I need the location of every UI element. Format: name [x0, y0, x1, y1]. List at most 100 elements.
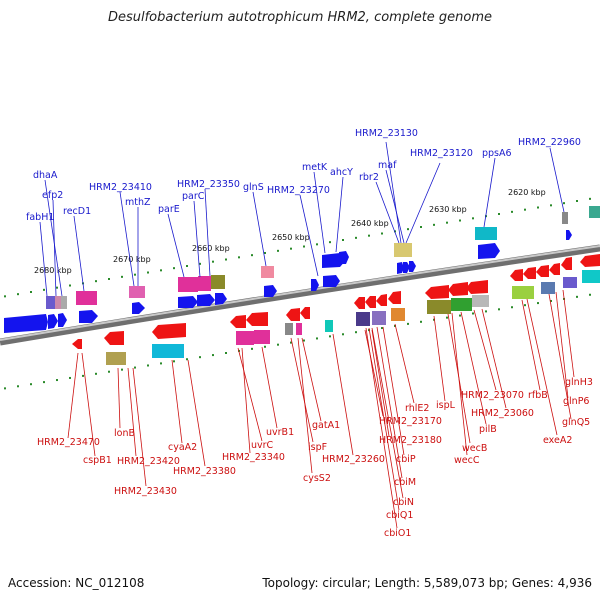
- gene-label[interactable]: pilB: [479, 424, 497, 435]
- reverse-gene[interactable]: [152, 323, 186, 339]
- gene-label[interactable]: HRM2_23060: [471, 408, 534, 419]
- gene-label[interactable]: HRM2_23380: [173, 466, 236, 477]
- gene-label[interactable]: rhlE2: [405, 403, 429, 414]
- reverse-gene[interactable]: [365, 296, 376, 308]
- gene-label[interactable]: HRM2_23270: [267, 185, 330, 196]
- gene-label[interactable]: HRM2_23470: [37, 437, 100, 448]
- reverse-gene[interactable]: [354, 297, 365, 309]
- gene-label[interactable]: cbiO1: [384, 528, 411, 539]
- forward-gene[interactable]: [197, 294, 215, 306]
- track-dot: [355, 236, 357, 239]
- gene-label[interactable]: ahcY: [330, 167, 353, 178]
- gene-label[interactable]: glnP6: [563, 396, 589, 407]
- gene-label[interactable]: wecB: [462, 443, 487, 454]
- forward-gene[interactable]: [323, 275, 340, 287]
- gene-label[interactable]: HRM2_23260: [322, 454, 385, 465]
- gene-label[interactable]: rbr2: [359, 172, 379, 183]
- forward-gene[interactable]: [178, 296, 198, 308]
- reverse-gene[interactable]: [549, 263, 560, 275]
- gene-label[interactable]: HRM2_23070: [461, 390, 524, 401]
- gene-label[interactable]: lonB: [114, 428, 135, 439]
- gene-label[interactable]: gatA1: [312, 420, 340, 431]
- gene-label[interactable]: uvrB1: [266, 427, 294, 438]
- reverse-gene[interactable]: [536, 265, 549, 277]
- forward-gene[interactable]: [48, 314, 58, 329]
- forward-gene[interactable]: [339, 251, 349, 264]
- reverse-gene[interactable]: [72, 339, 82, 349]
- gene-label[interactable]: glnQ5: [562, 417, 590, 428]
- gene-label[interactable]: HRM2_23410: [89, 182, 152, 193]
- gene-label[interactable]: glnS: [243, 182, 264, 193]
- forward-gene[interactable]: [403, 262, 410, 273]
- reverse-gene[interactable]: [523, 267, 536, 279]
- gene-label[interactable]: uvrC: [251, 440, 274, 451]
- forward-gene[interactable]: [58, 313, 67, 327]
- reverse-gene[interactable]: [561, 257, 572, 270]
- gene-label[interactable]: HRM2_23130: [355, 128, 418, 139]
- reverse-gene[interactable]: [388, 291, 401, 304]
- reverse-gene[interactable]: [448, 282, 468, 296]
- gene-label[interactable]: HRM2_22960: [518, 137, 581, 148]
- gene-label[interactable]: parE: [158, 204, 180, 215]
- gene-label[interactable]: cbiQ1: [386, 510, 413, 521]
- gene-label[interactable]: HRM2_23120: [410, 148, 473, 159]
- reverse-gene[interactable]: [246, 312, 268, 326]
- gene-label[interactable]: exeA2: [543, 435, 572, 446]
- reverse-gene[interactable]: [376, 294, 387, 306]
- forward-gene[interactable]: [215, 293, 227, 305]
- gene-label[interactable]: mthZ: [125, 197, 151, 208]
- forward-gene[interactable]: [264, 285, 277, 297]
- accession-label: Accession: NC_012108: [8, 576, 145, 590]
- gene-label[interactable]: ppsA6: [482, 148, 512, 159]
- gene-label[interactable]: cbiP: [396, 454, 416, 465]
- gene-label[interactable]: metK: [302, 162, 328, 173]
- reverse-gene[interactable]: [230, 315, 246, 328]
- gene-label[interactable]: HRM2_23180: [379, 435, 442, 446]
- forward-gene[interactable]: [409, 261, 416, 272]
- gene-label[interactable]: glnH3: [565, 377, 593, 388]
- gene-label[interactable]: HRM2_23340: [222, 452, 285, 463]
- track-dot: [472, 217, 474, 220]
- reverse-gene[interactable]: [466, 280, 488, 294]
- gene-label[interactable]: ispL: [436, 400, 456, 411]
- forward-gene[interactable]: [397, 262, 404, 274]
- track-dot: [69, 376, 71, 379]
- gene-label[interactable]: cysS2: [303, 473, 331, 484]
- category-box: [106, 352, 126, 365]
- reverse-gene[interactable]: [510, 269, 523, 281]
- reverse-gene[interactable]: [286, 308, 300, 321]
- track-dot: [446, 221, 448, 224]
- forward-gene[interactable]: [566, 230, 572, 240]
- gene-label[interactable]: maf: [378, 160, 397, 171]
- forward-gene[interactable]: [311, 279, 319, 291]
- gene-label[interactable]: cbiM: [394, 477, 416, 488]
- gene-label[interactable]: cspB1: [83, 455, 112, 466]
- gene-label[interactable]: fabH1: [26, 212, 54, 223]
- gene-label[interactable]: cbiN: [393, 497, 414, 508]
- gene-label[interactable]: HRM2_23170: [379, 416, 442, 427]
- gene-label[interactable]: recD1: [63, 206, 91, 217]
- reverse-gene[interactable]: [104, 331, 124, 345]
- gene-label[interactable]: wecC: [454, 455, 480, 466]
- forward-gene[interactable]: [4, 314, 48, 333]
- gene-label[interactable]: cyaA2: [168, 442, 197, 453]
- gene-label[interactable]: ispF: [308, 442, 327, 453]
- track-dot: [251, 254, 253, 257]
- track-dot: [407, 228, 409, 231]
- forward-gene[interactable]: [132, 302, 145, 314]
- forward-gene[interactable]: [478, 243, 500, 259]
- gene-label[interactable]: parC: [182, 191, 205, 202]
- track-dot: [290, 341, 292, 344]
- reverse-gene[interactable]: [425, 285, 449, 299]
- reverse-gene[interactable]: [580, 254, 600, 267]
- track-dot: [225, 258, 227, 261]
- gene-label[interactable]: HRM2_23420: [117, 456, 180, 467]
- gene-label[interactable]: efp2: [42, 190, 63, 201]
- gene-label[interactable]: HRM2_23350: [177, 179, 240, 190]
- gene-label[interactable]: HRM2_23430: [114, 486, 177, 497]
- gene-label[interactable]: rfbB: [528, 390, 548, 401]
- gene-label[interactable]: dhaA: [33, 170, 58, 181]
- reverse-gene[interactable]: [300, 307, 310, 319]
- forward-gene[interactable]: [79, 310, 98, 323]
- track-dot: [524, 304, 526, 307]
